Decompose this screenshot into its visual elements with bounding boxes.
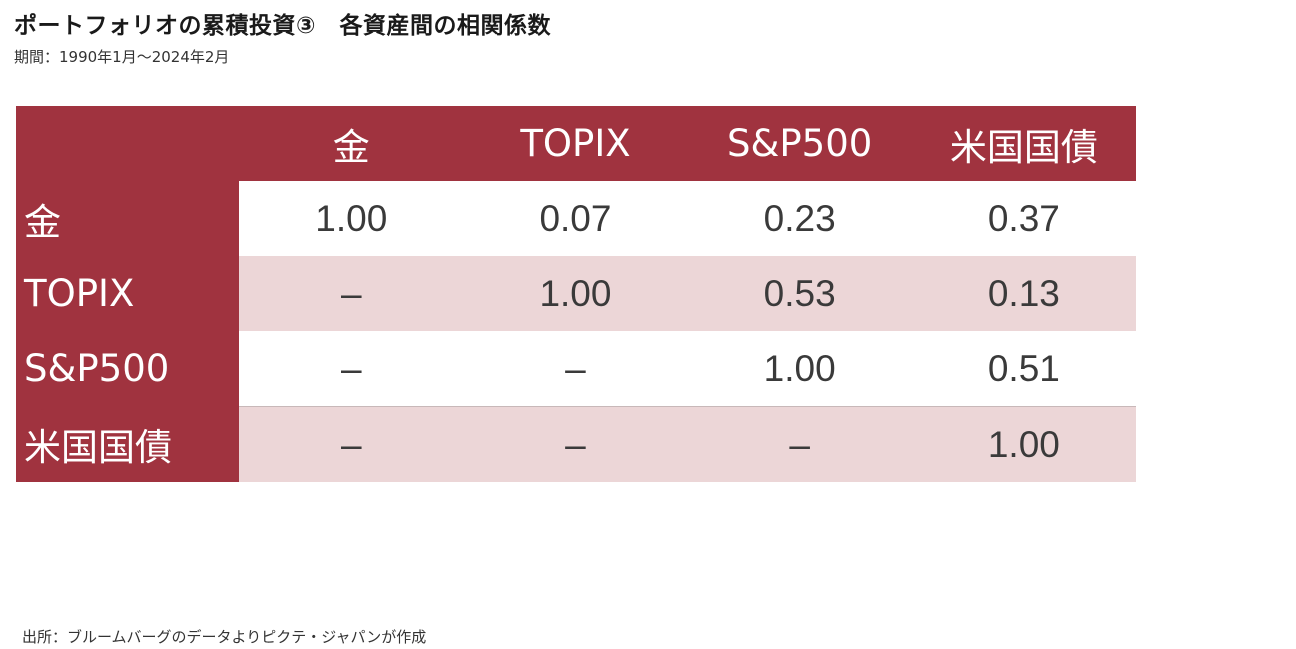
column-header: TOPIX: [463, 106, 688, 181]
correlation-table: 金 TOPIX S&P500 米国国債 金 1.00 0.07 0.23 0.3…: [16, 106, 1136, 482]
table-cell: 0.51: [911, 331, 1136, 407]
table-cell: –: [239, 331, 464, 407]
row-label: S&P500: [16, 331, 240, 407]
chart-subtitle: 期間：1990年1月～2024年2月: [14, 48, 230, 66]
table-row: TOPIX – 1.00 0.53 0.13: [16, 256, 1136, 331]
table-cell: –: [687, 406, 912, 482]
column-header: S&P500: [687, 106, 912, 181]
header-corner: [16, 106, 240, 181]
row-label: 米国国債: [16, 406, 240, 482]
chart-title: ポートフォリオの累積投資③ 各資産間の相関係数: [14, 13, 551, 39]
table-cell: 0.13: [911, 256, 1136, 331]
table-cell: –: [463, 406, 688, 482]
column-header: 米国国債: [911, 106, 1136, 181]
table-row: 米国国債 – – – 1.00: [16, 406, 1136, 482]
table-row: 金 1.00 0.07 0.23 0.37: [16, 181, 1136, 256]
table-cell: 0.37: [911, 181, 1136, 256]
table-cell: 1.00: [463, 256, 688, 331]
table-cell: 0.53: [687, 256, 912, 331]
row-label: TOPIX: [16, 256, 240, 331]
table-cell: –: [463, 331, 688, 407]
table-cell: 0.07: [463, 181, 688, 256]
source-note: 出所：ブルームバーグのデータよりピクテ・ジャパンが作成: [22, 628, 427, 646]
table-cell: 1.00: [911, 406, 1136, 482]
table-row: S&P500 – – 1.00 0.51: [16, 331, 1136, 407]
table-cell: 0.23: [687, 181, 912, 256]
column-header: 金: [239, 106, 464, 181]
table-cell: –: [239, 256, 464, 331]
row-label: 金: [16, 181, 240, 256]
table-cell: 1.00: [239, 181, 464, 256]
table-cell: 1.00: [687, 331, 912, 407]
correlation-table-container: 金 TOPIX S&P500 米国国債 金 1.00 0.07 0.23 0.3…: [16, 106, 1136, 482]
table-cell: –: [239, 406, 464, 482]
header-row: 金 TOPIX S&P500 米国国債: [16, 106, 1136, 181]
